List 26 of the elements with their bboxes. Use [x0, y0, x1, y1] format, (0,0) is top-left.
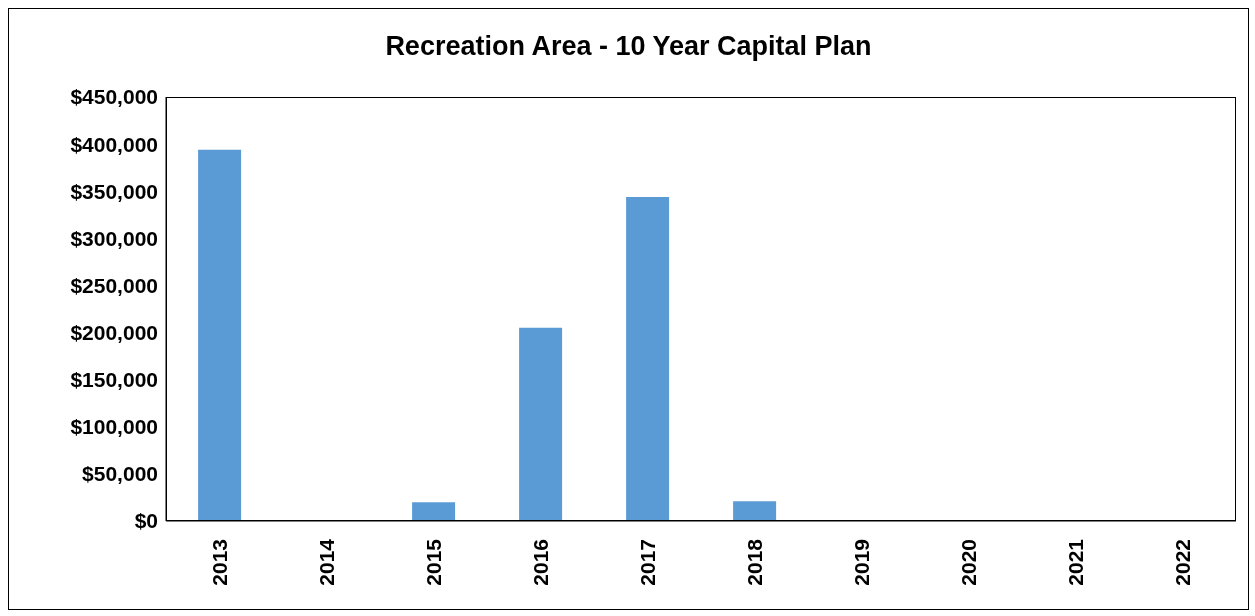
x-tick-label: 2019	[850, 539, 873, 586]
x-tick-label: 2017	[636, 539, 659, 586]
bar	[733, 501, 777, 521]
y-tick-label: $100,000	[70, 415, 158, 439]
y-tick-label: $350,000	[70, 179, 158, 203]
x-tick-label: 2020	[957, 539, 980, 586]
x-tick-label: 2021	[1064, 538, 1087, 586]
bar	[626, 196, 670, 521]
y-tick-label: $200,000	[70, 321, 158, 345]
x-tick-label: 2013	[208, 539, 231, 586]
chart-title: Recreation Area - 10 Year Capital Plan	[384, 31, 873, 62]
bar	[198, 149, 242, 521]
bar	[412, 502, 456, 521]
y-tick-label: $300,000	[70, 226, 158, 250]
y-tick-label: $450,000	[70, 85, 158, 109]
x-tick-label: 2022	[1171, 539, 1194, 586]
bar	[519, 327, 563, 521]
y-tick-label: $150,000	[70, 368, 158, 392]
y-tick-label: $250,000	[70, 273, 158, 297]
y-tick-label: $50,000	[82, 462, 158, 486]
x-tick-label: 2014	[315, 538, 338, 586]
y-tick-label: $0	[134, 509, 158, 533]
x-tick-label: 2016	[529, 539, 552, 586]
x-tick-label: 2015	[422, 538, 445, 586]
y-tick-label: $400,000	[70, 132, 158, 156]
x-tick-label: 2018	[743, 538, 766, 586]
